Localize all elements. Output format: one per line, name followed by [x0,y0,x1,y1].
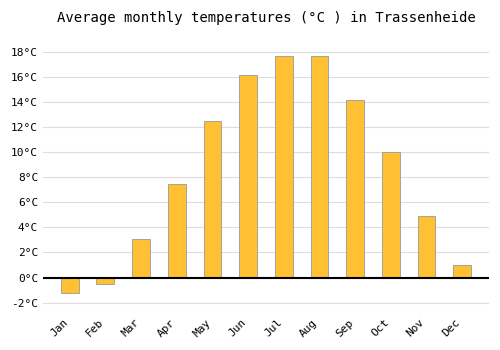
Bar [96,278,114,284]
Bar [418,216,436,278]
Bar [239,75,257,278]
Bar [204,121,222,278]
Bar [168,184,186,278]
Bar [275,56,292,278]
Bar [132,239,150,278]
Title: Average monthly temperatures (°C ) in Trassenheide: Average monthly temperatures (°C ) in Tr… [56,11,476,25]
Bar [310,56,328,278]
Bar [346,100,364,278]
Bar [382,152,400,278]
Bar [453,265,471,278]
Bar [61,278,78,293]
